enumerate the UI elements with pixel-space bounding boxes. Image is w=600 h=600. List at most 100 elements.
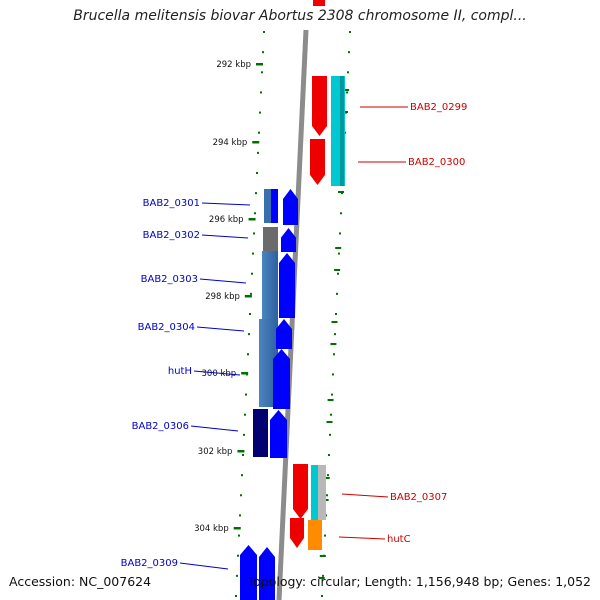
guide-dot (258, 131, 260, 134)
feature-band (271, 189, 278, 223)
scale-tick-label: 300 kbp (202, 369, 237, 379)
feature-band-grey (263, 227, 278, 251)
gene-hutH (273, 349, 290, 409)
gene-reverse-small (290, 518, 304, 548)
gene-fragment-top (313, 0, 325, 6)
gene-label-BAB2_0299: BAB2_0299 (410, 102, 467, 113)
guide-dot (348, 51, 350, 54)
scale-minor-tick (327, 399, 334, 401)
guide-dot (250, 292, 252, 295)
guide-dot (340, 212, 342, 215)
guide-dot (252, 252, 254, 255)
guide-dot (339, 232, 341, 235)
scale-tick (241, 372, 249, 375)
gene-label-BAB2_0302: BAB2_0302 (143, 230, 200, 241)
label-leader-line (190, 425, 239, 432)
guide-dot (240, 494, 242, 497)
guide-dot (241, 474, 243, 477)
guide-dot (332, 373, 334, 376)
guide-dot (254, 212, 256, 215)
label-leader-line (341, 493, 389, 498)
guide-dot (322, 574, 324, 577)
gene-label-BAB2_0303: BAB2_0303 (141, 274, 198, 285)
label-leader-line (179, 562, 229, 570)
guide-dot (338, 252, 340, 255)
label-leader-line (201, 234, 249, 239)
scale-tick-label: 298 kbp (205, 292, 240, 302)
gene-BAB2_0299 (312, 76, 327, 136)
guide-dot (253, 232, 255, 235)
guide-dot (244, 413, 246, 416)
guide-dot (255, 192, 257, 195)
guide-dot (238, 534, 240, 537)
gene-features (240, 0, 345, 600)
guide-dot (235, 595, 237, 597)
gene-BAB2_0300 (310, 139, 325, 185)
guide-dot (327, 474, 329, 477)
accession-text: Accession: NC_007624 (9, 574, 152, 589)
guide-dot (237, 554, 239, 557)
rna-feature-shadow (340, 76, 344, 186)
gene-label-BAB2_0301: BAB2_0301 (143, 198, 200, 209)
gene-label-BAB2_0307: BAB2_0307 (390, 492, 447, 503)
gene-BAB2_0303 (279, 253, 295, 318)
guide-dot (261, 71, 263, 74)
gene-label-BAB2_0300: BAB2_0300 (408, 157, 465, 168)
scale-tick (233, 527, 241, 530)
scale-minor-tick (318, 577, 325, 579)
topology-summary: Topology: circular; Length: 1,156,948 bp… (247, 574, 591, 589)
scale-tick (244, 295, 252, 298)
gene-hutC (308, 520, 322, 550)
scale-tick-label: 292 kbp (216, 60, 251, 70)
guide-dot (335, 313, 337, 315)
guide-dot (331, 393, 333, 396)
guide-dot (242, 454, 244, 456)
gene-label-BAB2_0304: BAB2_0304 (138, 322, 195, 333)
map-title: Brucella melitensis biovar Abortus 2308 … (73, 8, 527, 24)
scale-minor-tick (343, 89, 350, 91)
scale-tick (237, 450, 245, 453)
guide-dot (248, 333, 250, 336)
gene-BAB2_0307 (293, 464, 308, 519)
gene-label-BAB2_0306: BAB2_0306 (132, 421, 189, 432)
guide-dot (259, 111, 261, 114)
feature-band (264, 189, 272, 223)
scale-tick-label: 296 kbp (209, 215, 244, 225)
gene-BAB2_0302 (281, 228, 296, 252)
guide-dot (260, 91, 262, 94)
gene-BAB2_0301 (283, 189, 298, 225)
guide-dot (321, 595, 323, 597)
guide-dot (247, 353, 249, 356)
guide-dot (329, 433, 331, 436)
guide-dot (333, 353, 335, 356)
scale-minor-tick (326, 421, 333, 423)
guide-dot (236, 574, 238, 577)
guide-dot (334, 333, 336, 336)
gene-BAB2_0306 (270, 410, 287, 458)
gene-labels: BAB2_0301 BAB2_0302 BAB2_0303 BAB2_0304 hutH… (121, 102, 467, 570)
feature-band-blue (262, 251, 278, 319)
scale-tick-label: 302 kbp (198, 447, 233, 457)
guide-dot (251, 272, 253, 275)
guide-dot (336, 292, 338, 295)
label-leader-line (193, 370, 241, 376)
label-leader-line (201, 202, 251, 206)
scale-minor-tick (338, 191, 344, 193)
guide-dot (256, 172, 258, 174)
guide-dot (243, 433, 245, 436)
guide-dot (341, 192, 343, 195)
feature-grey (318, 465, 326, 520)
scale-minor-tick (319, 555, 326, 557)
guide-dot (337, 272, 339, 275)
scale-tick (248, 218, 256, 221)
label-leader-line (338, 536, 386, 540)
gene-label-hutH: hutH (168, 366, 192, 377)
scale-minor-tick (334, 269, 341, 271)
guide-dot (326, 494, 328, 497)
guide-dot (245, 393, 247, 396)
guide-dot (347, 71, 349, 74)
guide-dot (346, 91, 348, 94)
label-leader-line (199, 278, 247, 284)
gene-BAB2_0304 (276, 319, 292, 349)
scale-tick (252, 141, 260, 144)
